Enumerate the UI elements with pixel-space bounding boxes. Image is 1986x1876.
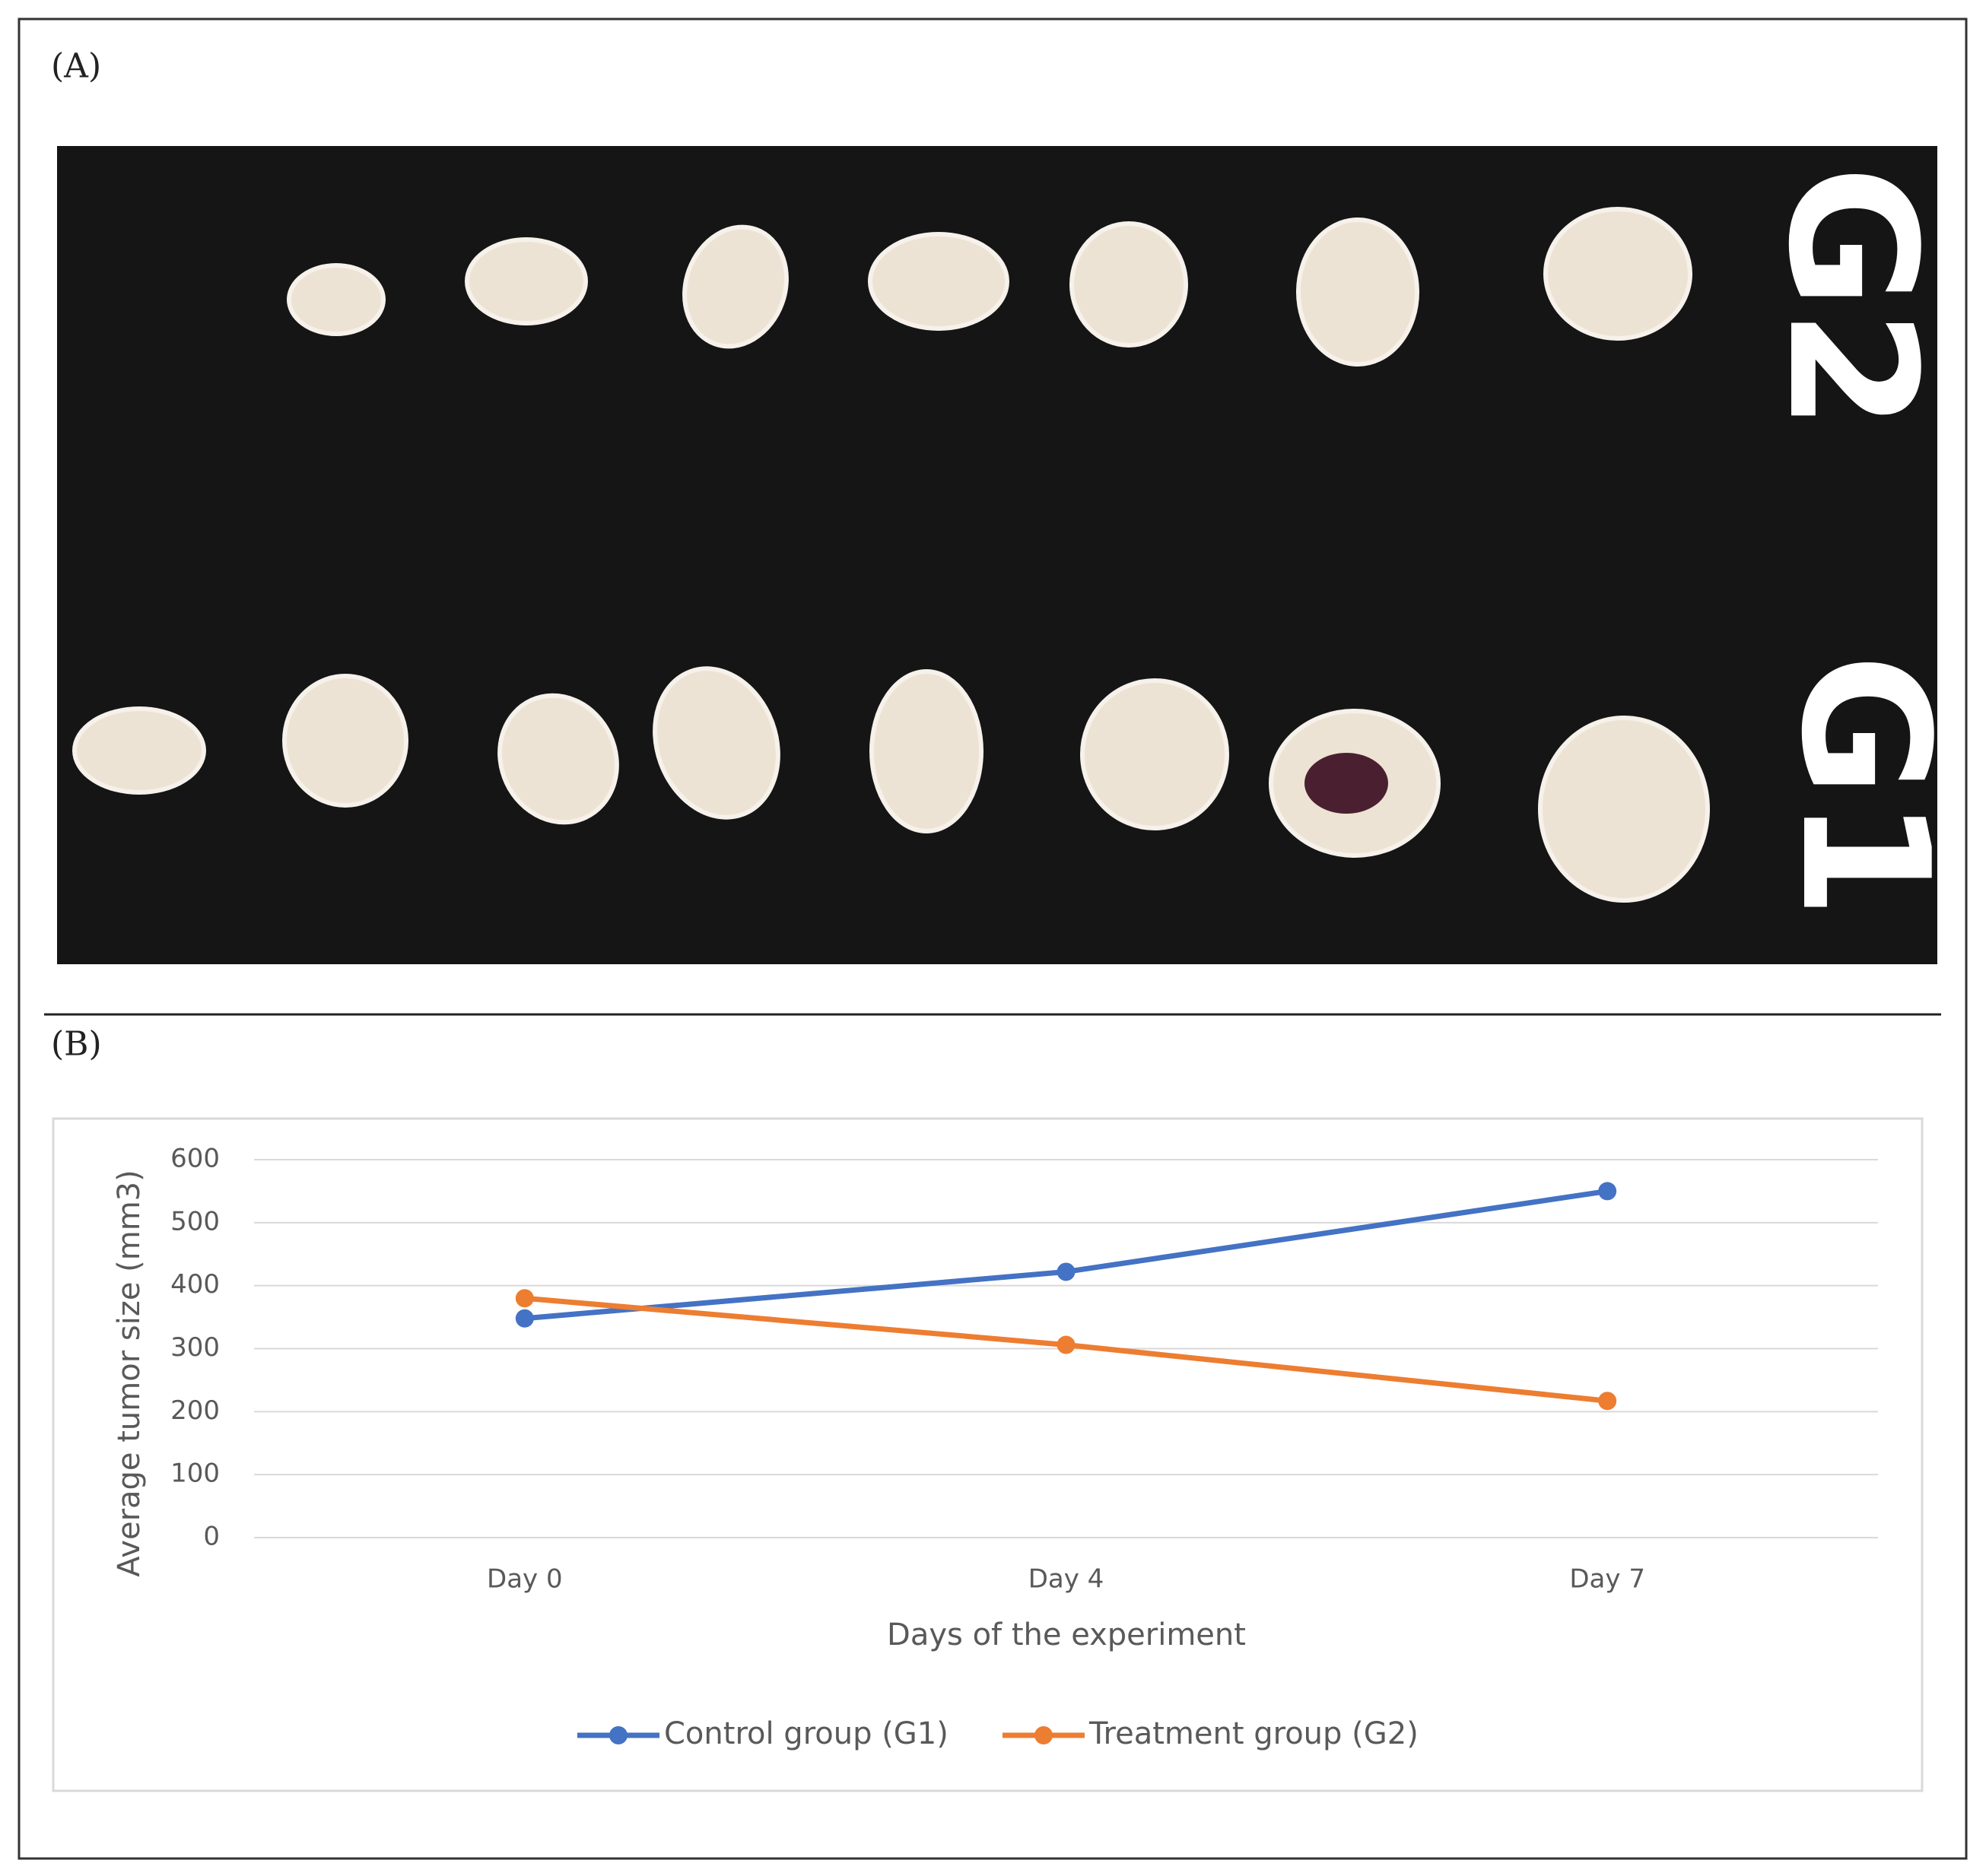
data-point [515,1289,534,1308]
y-tick-label: 0 [203,1522,220,1552]
x-tick-label: Day 7 [1569,1564,1645,1595]
data-point [515,1309,534,1328]
row-label: G2 [1749,166,1953,431]
y-tick-label: 100 [170,1459,220,1489]
legend-label: Treatment group (G2) [1088,1716,1419,1751]
y-tick-label: 200 [170,1395,220,1426]
legend-label: Control group (G1) [664,1716,949,1751]
photo: G2 G1 [57,146,1965,964]
x-tick-label: Day 4 [1028,1564,1104,1595]
y-tick-label: 600 [170,1144,220,1174]
y-tick-label: 500 [170,1206,220,1236]
y-tick-label: 300 [170,1332,220,1363]
data-point [1057,1335,1076,1354]
data-point [1598,1392,1617,1411]
x-axis-title: Days of the experiment [887,1617,1246,1652]
data-point [1057,1262,1076,1281]
chart-area [52,1117,1924,1792]
y-tick-label: 400 [170,1269,220,1300]
data-point [1598,1182,1617,1201]
row-label: G1 [1762,654,1965,919]
panel-label: (B) [51,1025,102,1064]
legend-marker [1034,1726,1053,1744]
y-axis-title: Average tumor size (mm3) [112,1170,147,1576]
legend-marker [609,1726,628,1744]
panel-label: (A) [51,47,101,86]
x-tick-label: Day 0 [487,1564,563,1595]
